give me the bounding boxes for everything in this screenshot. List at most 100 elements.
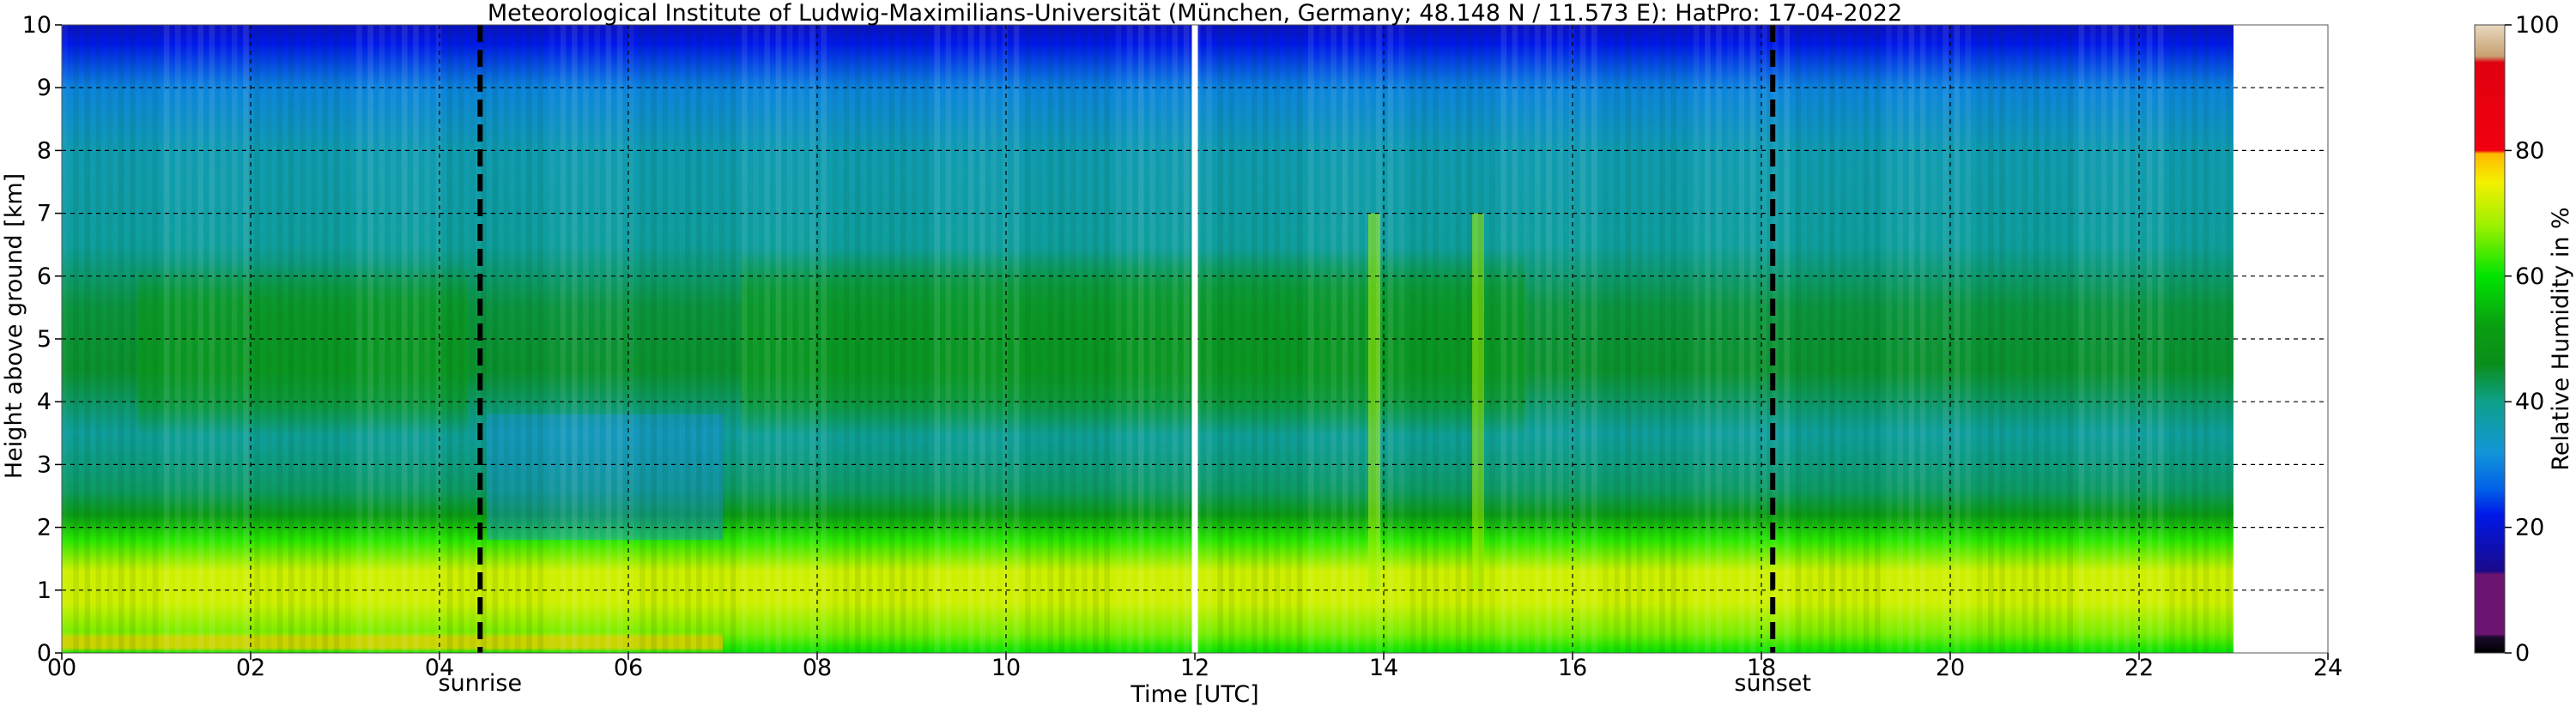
x-tick-label: 16 — [1558, 655, 1587, 681]
texture-strip — [707, 25, 713, 653]
texture-strip — [503, 25, 510, 653]
texture-strip — [390, 25, 397, 653]
x-tick-label: 06 — [614, 655, 643, 681]
texture-strip — [424, 25, 430, 653]
texture-strip — [141, 25, 147, 653]
y-tick-label: 4 — [37, 389, 52, 415]
texture-strip — [1591, 25, 1597, 653]
colorbar-tick-label: 20 — [2515, 515, 2544, 541]
moist-layer — [742, 251, 1525, 440]
x-tick-label: 04 — [425, 655, 454, 681]
texture-strip — [254, 25, 260, 653]
x-tick-label: 10 — [991, 655, 1021, 681]
texture-strip — [1568, 25, 1575, 653]
texture-strip — [1603, 25, 1609, 653]
texture-strip — [402, 25, 408, 653]
texture-strip — [1319, 25, 1325, 653]
texture-strip — [2135, 25, 2142, 653]
texture-strip — [1557, 25, 1563, 653]
texture-strip — [1274, 25, 1280, 653]
texture-strip — [322, 25, 329, 653]
texture-strip — [1919, 25, 1926, 653]
texture-strip — [1954, 25, 1960, 653]
texture-strip — [1773, 25, 1779, 653]
texture-strip — [1535, 25, 1541, 653]
texture-strip — [673, 25, 680, 653]
texture-strip — [470, 25, 476, 653]
texture-strip — [1285, 25, 1292, 653]
y-axis: 0 1 2 3 4 5 6 7 8 9 10 — [22, 12, 62, 667]
texture-strip — [1886, 25, 1892, 653]
texture-strip — [855, 25, 861, 653]
texture-strip — [1070, 25, 1076, 653]
colorbar: 0 20 40 60 80 100 Relative Humidity in % — [2474, 12, 2574, 667]
x-tick-label: 24 — [2313, 655, 2343, 681]
texture-strip — [175, 25, 181, 653]
texture-strip — [537, 25, 543, 653]
x-tick-label: 02 — [236, 655, 265, 681]
texture-strip — [356, 25, 362, 653]
x-axis-label: Time [UTC] — [1130, 681, 1258, 707]
texture-strip — [1636, 25, 1643, 653]
texture-strip — [968, 25, 974, 653]
texture-strip — [1806, 25, 1813, 653]
texture-strip — [572, 25, 578, 653]
y-tick-label: 0 — [37, 640, 52, 667]
texture-strip — [1308, 25, 1314, 653]
x-tick-label: 12 — [1180, 655, 1209, 681]
texture-strip — [605, 25, 612, 653]
x-tick-label: 00 — [47, 655, 76, 681]
texture-strip — [1138, 25, 1144, 653]
x-tick-label: 20 — [1936, 655, 1965, 681]
colorbar-tick-label: 100 — [2515, 12, 2560, 39]
x-tick-label: 08 — [803, 655, 832, 681]
texture-strip — [1489, 25, 1495, 653]
x-axis: 00 02 04 06 08 10 12 14 16 18 20 22 24 — [47, 653, 2343, 681]
texture-strip — [2056, 25, 2062, 653]
colorbar-tick-label: 40 — [2515, 389, 2544, 415]
texture-strip — [1104, 25, 1110, 653]
texture-strip — [2124, 25, 2130, 653]
texture-strip — [1387, 25, 1393, 653]
texture-strip — [2158, 25, 2164, 653]
x-tick-label: 14 — [1369, 655, 1398, 681]
y-tick-label: 1 — [37, 577, 52, 604]
texture-strip — [367, 25, 373, 653]
x-tick-label: 18 — [1747, 655, 1776, 681]
texture-strip — [1875, 25, 1881, 653]
texture-strip — [1172, 25, 1179, 653]
texture-strip — [888, 25, 895, 653]
texture-strip — [651, 25, 657, 653]
texture-strip — [84, 25, 90, 653]
y-axis-label: Height above ground [km] — [1, 173, 27, 479]
texture-strip — [1421, 25, 1427, 653]
texture-strip — [934, 25, 940, 653]
y-tick-label: 7 — [37, 201, 52, 227]
colorbar-gradient — [2474, 24, 2506, 654]
texture-strip — [220, 25, 227, 653]
texture-strip — [1818, 25, 1824, 653]
y-tick-label: 8 — [37, 137, 52, 164]
texture-strip — [1240, 25, 1246, 653]
texture-strip — [1002, 25, 1009, 653]
y-tick-label: 6 — [37, 263, 52, 290]
humid-streak — [1368, 213, 1380, 590]
texture-strip — [1523, 25, 1530, 653]
texture-strip — [2169, 25, 2175, 653]
y-tick-label: 2 — [37, 515, 52, 541]
texture-strip — [786, 25, 793, 653]
sunrise-label: sunrise — [439, 670, 523, 697]
chart-title: Meteorological Institute of Ludwig-Maxim… — [488, 0, 1902, 27]
texture-strip — [1852, 25, 1858, 653]
y-tick-label: 5 — [37, 326, 52, 353]
texture-strip — [991, 25, 997, 653]
y-tick-label: 3 — [37, 451, 52, 478]
texture-strip — [1455, 25, 1462, 653]
texture-strip — [1784, 25, 1790, 653]
texture-strip — [1988, 25, 1994, 653]
texture-strip — [2067, 25, 2073, 653]
texture-strip — [152, 25, 159, 653]
texture-strip — [186, 25, 192, 653]
texture-strip — [1353, 25, 1360, 653]
